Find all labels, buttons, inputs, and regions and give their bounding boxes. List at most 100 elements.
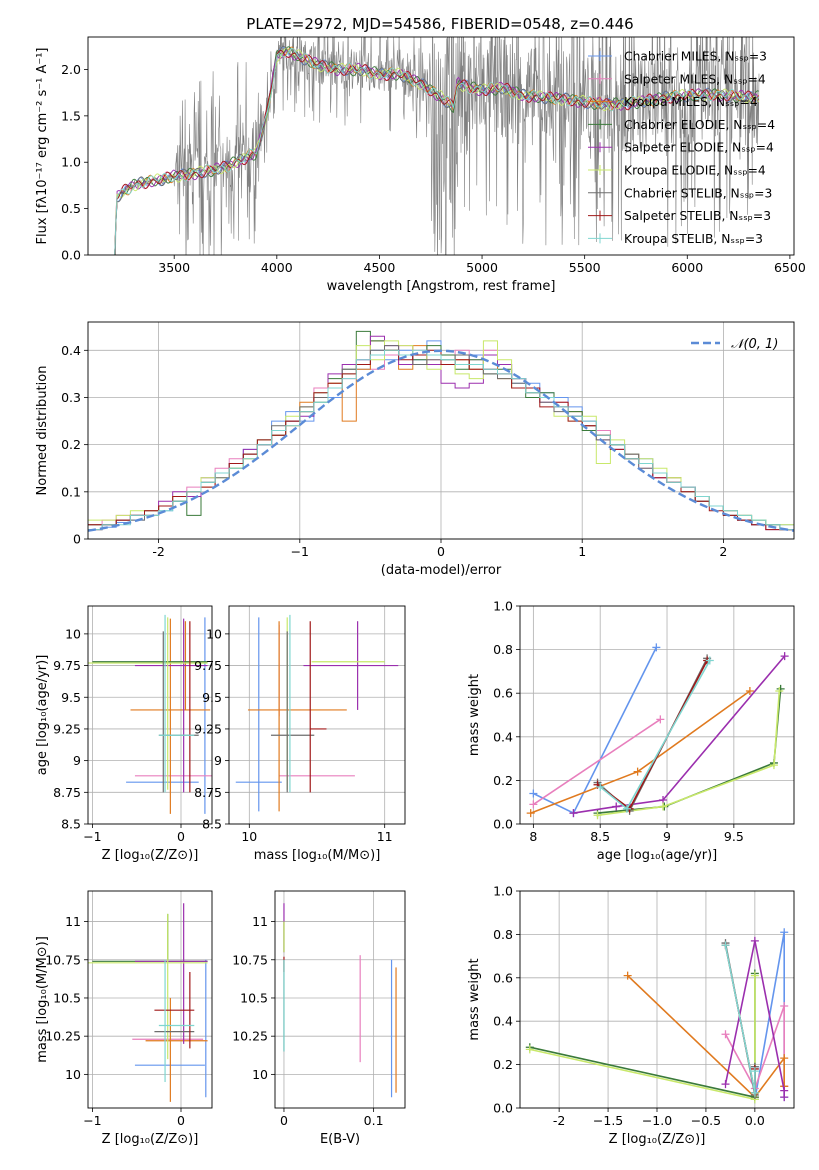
x-tick-label: −1	[83, 829, 101, 844]
y-axis-label: mass [log₁₀(M/M⊙)]	[35, 936, 50, 1063]
y-tick-label: 9.25	[194, 721, 222, 736]
y-tick-label: 0.6	[493, 970, 513, 985]
data-point-marker	[750, 1088, 759, 1097]
mass-weight-line	[529, 975, 756, 1101]
y-tick-label: 9.25	[53, 721, 81, 736]
legend-label: Kroupa STELIB, Nₛₛₚ=3	[624, 232, 763, 246]
x-tick-label: 9.5	[724, 829, 744, 844]
x-tick-label: 2	[719, 544, 727, 559]
spectrum-panel: 3500 4000 4500 5000 5500 6000 6500 0.0 0.5 1.0 1.5…	[35, 36, 806, 294]
y-axis-label: Flux [fλ10⁻¹⁷ erg cm⁻² s⁻¹ A⁻¹]	[35, 48, 50, 245]
data-point-marker	[529, 789, 538, 798]
residual-histogram-panel: -2 −1 0 1 2 0 0.1 0.2 0.3 0.4 (data-model)/error No…	[35, 321, 795, 578]
y-tick-label: 0.4	[493, 729, 513, 744]
mass-weight-vs-age-panel: 8 8.5 9 9.5 0.0 0.2 0.4 0.6 0.8 1.0 age [log₁₀(age…	[467, 599, 795, 863]
x-tick-label: 11	[377, 829, 393, 844]
plot-area	[526, 643, 789, 820]
y-tick-label: 9.5	[61, 690, 81, 705]
y-tick-label: 1.0	[493, 884, 513, 899]
mass-vs-ebv-panel: 0 0.1 10 10.25 10.5 10.75 11 E(B-V)	[232, 890, 406, 1147]
data-point-marker	[721, 1080, 730, 1089]
data-point-marker	[596, 782, 605, 791]
x-tick-label: −1.0	[642, 1113, 672, 1128]
histogram-legend: 𝒩(0, 1)	[691, 337, 778, 352]
y-tick-label: 0.0	[493, 1101, 513, 1116]
x-tick-label: -2	[152, 544, 164, 559]
y-tick-label: 10.75	[232, 952, 268, 967]
x-tick-label: 10	[241, 829, 257, 844]
y-tick-label: 0.4	[61, 343, 81, 358]
x-tick-label: 0	[177, 829, 185, 844]
grid-lines	[520, 605, 794, 825]
legend-label: Salpeter STELIB, Nₛₛₚ=3	[624, 209, 771, 223]
legend-label: 𝒩(0, 1)	[731, 337, 778, 352]
mass-weight-line	[627, 975, 786, 1099]
y-tick-label: 0.6	[493, 686, 513, 701]
model-spectrum-line	[114, 47, 760, 255]
data-point-marker	[780, 1002, 789, 1011]
y-tick-label: 8.5	[61, 817, 81, 832]
y-tick-label: 0	[73, 532, 81, 547]
mass-vs-metallicity-panel: −1 0 10 10.25 10.5 10.75 11 Z [log₁₀(Z/Z⊙)] mass…	[35, 890, 213, 1147]
plot-area	[88, 330, 794, 532]
y-axis-label: age [log₁₀(age/yr)]	[35, 655, 50, 776]
x-tick-label: 8.5	[590, 829, 610, 844]
y-tick-label: 10	[65, 626, 81, 641]
axes-frame	[519, 605, 795, 825]
y-tick-label: 10.5	[240, 990, 268, 1005]
x-tick-label: 3500	[158, 260, 190, 275]
y-tick-label: 9	[214, 753, 222, 768]
mass-weight-line	[599, 660, 711, 810]
x-tick-label: 0.0	[745, 1113, 765, 1128]
data-point-marker	[633, 767, 642, 776]
observed-spectrum-line	[114, 37, 760, 255]
legend-label: Kroupa ELODIE, Nₛₛₚ=4	[624, 164, 766, 178]
data-point-marker	[659, 802, 668, 811]
mass-weight-line	[532, 718, 661, 806]
y-axis-label: mass weight	[467, 674, 482, 756]
data-point-marker	[780, 1093, 789, 1102]
spectrum-legend: Chabrier MILES, Nₛₛₚ=3 Salpeter MILES, Nₛ…	[588, 50, 775, 246]
axes-frame	[87, 605, 213, 825]
data-point-marker	[529, 800, 538, 809]
x-tick-label: 0	[177, 1113, 185, 1128]
histogram-step-line	[88, 349, 794, 531]
grid-lines	[275, 891, 405, 1108]
data-point-marker	[780, 652, 789, 661]
y-tick-label: 10.25	[45, 1029, 81, 1044]
data-point-marker	[780, 1054, 789, 1063]
x-tick-label: 9	[663, 829, 671, 844]
mass-weight-line	[597, 660, 708, 810]
normal-distribution-curve	[88, 349, 794, 532]
y-tick-label: 8.5	[202, 817, 222, 832]
y-tick-label: 10	[206, 626, 222, 641]
axes-frame	[87, 890, 213, 1109]
grid-lines	[229, 606, 405, 825]
y-tick-label: 2.0	[61, 62, 81, 77]
mass-weight-line	[724, 945, 756, 1093]
plot-area	[88, 614, 212, 814]
y-tick-label: 11	[65, 914, 81, 929]
y-tick-label: 9.5	[202, 690, 222, 705]
x-axis-label: E(B-V)	[320, 1132, 360, 1147]
y-tick-label: 0.0	[493, 817, 513, 832]
y-tick-label: 1.5	[61, 108, 81, 123]
grid-lines	[88, 891, 212, 1108]
legend-label: Chabrier MILES, Nₛₛₚ=3	[624, 50, 767, 64]
y-tick-label: 9.75	[53, 658, 81, 673]
data-point-marker	[569, 809, 578, 818]
x-tick-label: 1	[578, 544, 586, 559]
axes-frame	[519, 890, 795, 1109]
x-tick-label: 6500	[774, 260, 806, 275]
mass-weight-line	[530, 690, 751, 814]
age-vs-mass-panel: 10 11 8.5 8.75 9 9.25 9.5 9.75 10 mass [log₁₀(M/M…	[194, 605, 406, 863]
x-tick-label: 4000	[261, 260, 293, 275]
y-axis-label: mass weight	[467, 958, 482, 1040]
data-point-marker	[656, 715, 665, 724]
data-point-marker	[775, 687, 784, 696]
y-tick-label: 0.4	[493, 1014, 513, 1029]
x-tick-label: −1	[291, 544, 309, 559]
data-point-marker	[769, 761, 778, 770]
legend-label: Salpeter ELODIE, Nₛₛₚ=4	[624, 141, 774, 155]
